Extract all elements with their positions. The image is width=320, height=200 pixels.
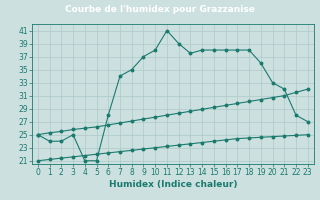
X-axis label: Humidex (Indice chaleur): Humidex (Indice chaleur) [108,180,237,189]
Text: Courbe de l'humidex pour Grazzanise: Courbe de l'humidex pour Grazzanise [65,5,255,15]
